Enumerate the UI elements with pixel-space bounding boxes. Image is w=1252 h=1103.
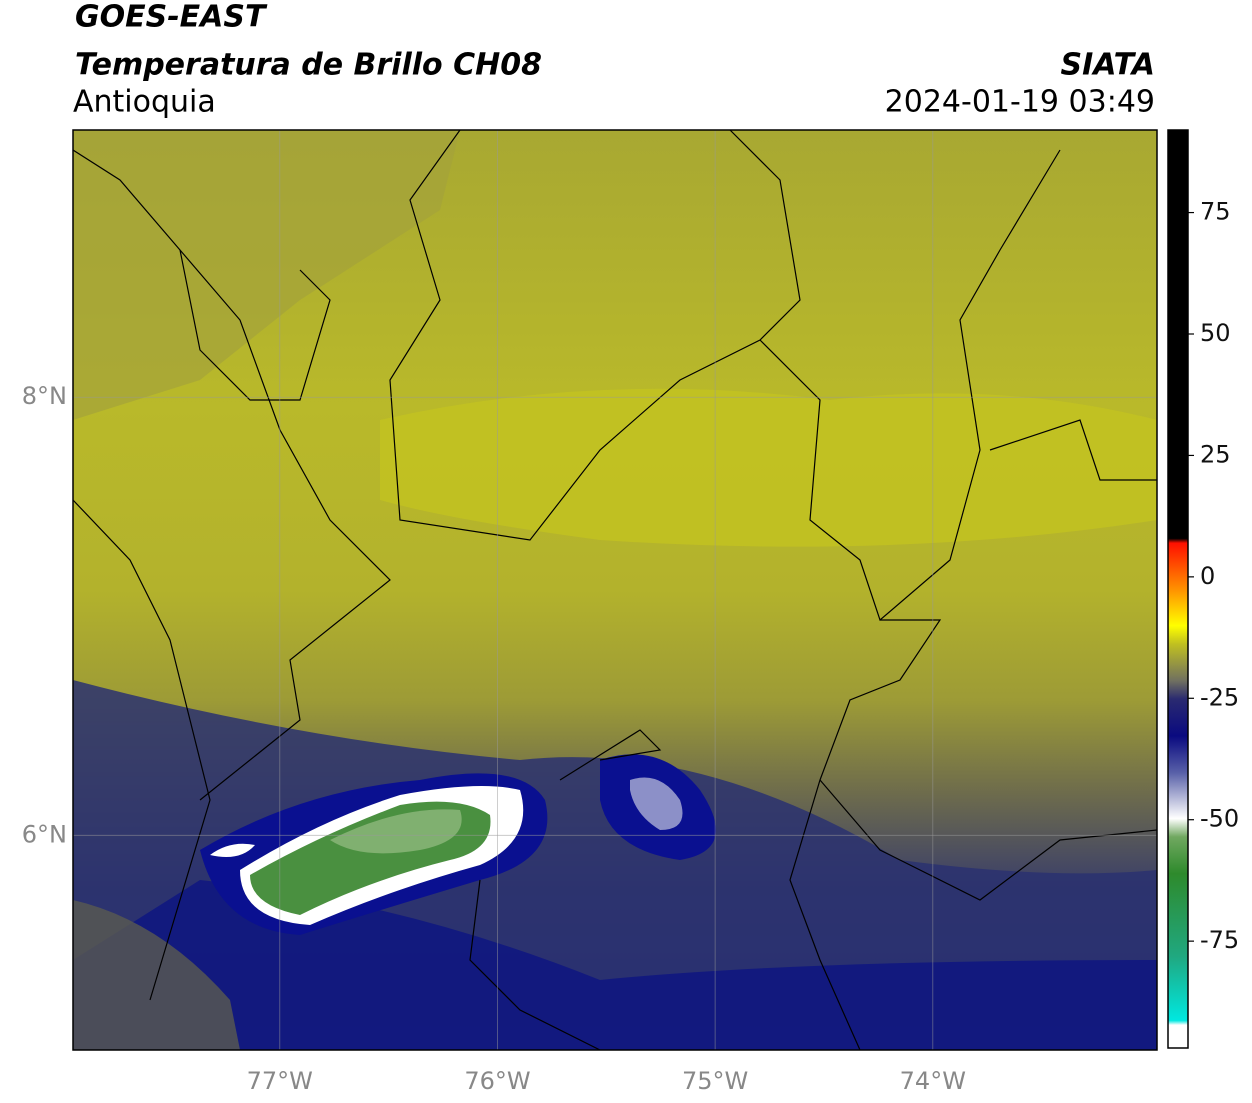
region: Antioquia: [73, 85, 216, 120]
x-tick-label: 76°W: [464, 1067, 530, 1095]
colorbar-tick-label: -50: [1200, 805, 1239, 833]
colorbar-tick-label: 75: [1200, 198, 1231, 226]
colorbar: [1167, 129, 1189, 1049]
grid: [73, 130, 1157, 1050]
title: GOES-EAST: [75, 0, 268, 35]
x-tick-label: 77°W: [247, 1067, 313, 1095]
x-tick-label: 74°W: [900, 1067, 966, 1095]
colorbar-tick-label: -25: [1200, 683, 1239, 711]
colorbar-tick-label: 25: [1200, 440, 1231, 468]
colorbar-tick-label: 0: [1200, 562, 1215, 590]
map-frame: [72, 129, 1158, 1051]
x-tick-label: 75°W: [682, 1067, 748, 1095]
colorbar-tick-label: -75: [1200, 926, 1239, 954]
datetime: 2024-01-19 03:49: [885, 85, 1155, 120]
map-image: [73, 130, 1157, 1050]
y-tick-label: 8°N: [22, 382, 67, 410]
source: SIATA: [1061, 48, 1155, 83]
y-tick-label: 6°N: [22, 820, 67, 848]
header: GOES-EAST Temperatura de Brillo CH08 Ant…: [73, 0, 1155, 120]
subtitle: Temperatura de Brillo CH08: [75, 48, 542, 83]
colorbar-tick-label: 50: [1200, 319, 1231, 347]
